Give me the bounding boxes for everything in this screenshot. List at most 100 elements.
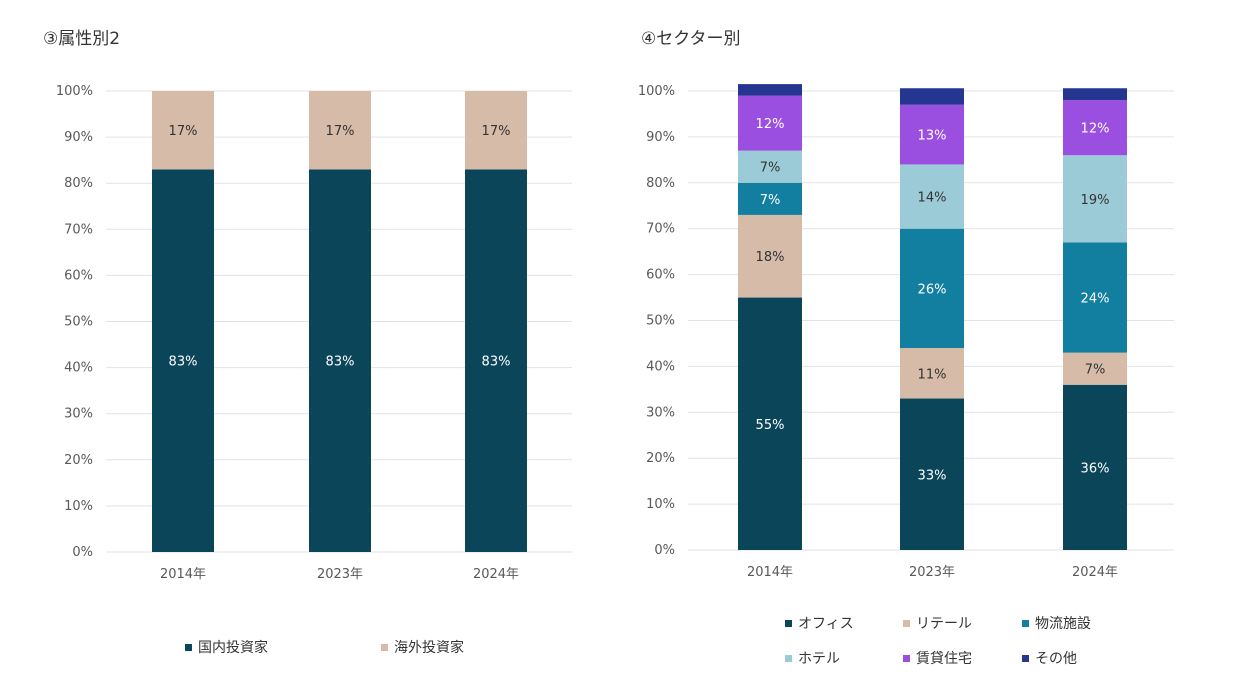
right-y-tick-label: 50%	[646, 314, 675, 329]
left-bar-segment	[309, 169, 371, 552]
right-data-label: 12%	[1081, 122, 1110, 137]
legend-label: 物流施設	[1035, 616, 1091, 632]
right-bar-segment	[1063, 88, 1127, 101]
right-data-label: 11%	[918, 367, 947, 382]
right-data-label: 14%	[918, 191, 947, 206]
left-chart-title: ③属性別2	[43, 29, 121, 49]
left-data-label: 83%	[169, 355, 198, 370]
left-y-tick-label: 30%	[64, 407, 93, 422]
right-bar-segment	[738, 84, 802, 96]
right-y-tick-label: 100%	[638, 84, 675, 99]
right-y-tick-label: 10%	[646, 497, 675, 512]
left-bar-segment	[152, 169, 214, 552]
right-y-tick-label: 40%	[646, 359, 675, 374]
legend-swatch-icon	[1022, 654, 1029, 662]
right-data-label: 7%	[760, 161, 781, 176]
right-bar-segment	[1063, 352, 1127, 385]
left-data-label: 83%	[326, 355, 355, 370]
right-legend-item: 賃貸住宅	[903, 648, 972, 668]
legend-swatch-icon	[785, 654, 792, 662]
right-bar-segment	[900, 88, 964, 105]
right-bar-segment	[900, 228, 964, 349]
right-data-label: 19%	[1081, 193, 1110, 208]
left-x-tick-label: 2023年	[317, 567, 363, 582]
left-data-label: 17%	[482, 124, 511, 139]
left-legend-item: 国内投資家	[185, 637, 268, 657]
left-y-tick-label: 40%	[64, 361, 93, 376]
legend-label: 賃貸住宅	[916, 651, 972, 667]
right-data-label: 13%	[918, 129, 947, 144]
right-bar-segment	[738, 214, 802, 298]
left-y-tick-label: 60%	[64, 268, 93, 283]
legend-label: 海外投資家	[394, 640, 464, 656]
right-legend-item: ホテル	[785, 648, 840, 668]
legend-swatch-icon	[185, 643, 192, 651]
right-bar-segment	[738, 297, 802, 550]
right-y-tick-label: 20%	[646, 451, 675, 466]
right-x-tick-label: 2014年	[747, 565, 793, 580]
left-data-label: 17%	[326, 124, 355, 139]
legend-swatch-icon	[1022, 619, 1029, 627]
left-x-tick-label: 2024年	[473, 567, 519, 582]
right-data-label: 55%	[756, 418, 785, 433]
right-bar-segment	[900, 104, 964, 165]
right-y-tick-label: 80%	[646, 176, 675, 191]
right-x-tick-label: 2023年	[909, 565, 955, 580]
right-bar-segment	[738, 95, 802, 151]
legend-swatch-icon	[903, 654, 910, 662]
right-data-label: 7%	[1085, 363, 1106, 378]
right-data-label: 33%	[918, 468, 947, 483]
left-y-tick-label: 100%	[56, 84, 93, 99]
legend-swatch-icon	[785, 619, 792, 627]
left-y-tick-label: 0%	[72, 545, 93, 560]
right-y-tick-label: 30%	[646, 405, 675, 420]
left-y-tick-label: 80%	[64, 176, 93, 191]
right-bar-segment	[900, 164, 964, 229]
right-legend-item: リテール	[903, 613, 972, 633]
left-legend-item: 海外投資家	[381, 637, 464, 657]
left-bar-segment	[465, 169, 527, 552]
right-bar-segment	[738, 182, 802, 215]
left-bar-segment	[465, 91, 527, 170]
right-bar-segment	[900, 398, 964, 550]
left-x-tick-label: 2014年	[160, 567, 206, 582]
right-y-tick-label: 90%	[646, 130, 675, 145]
right-legend-item: 物流施設	[1022, 613, 1091, 633]
legend-label: ホテル	[798, 651, 840, 667]
left-y-tick-label: 10%	[64, 499, 93, 514]
left-data-label: 17%	[169, 124, 198, 139]
left-bar-segment	[152, 91, 214, 170]
legend-label: オフィス	[798, 616, 854, 632]
right-data-label: 24%	[1081, 292, 1110, 307]
left-bar-segment	[309, 91, 371, 170]
right-y-tick-label: 0%	[654, 543, 675, 558]
right-bar-segment	[900, 348, 964, 399]
right-bar-segment	[1063, 100, 1127, 156]
legend-swatch-icon	[903, 619, 910, 627]
right-legend-item: オフィス	[785, 613, 854, 633]
right-bar-segment	[1063, 242, 1127, 353]
right-bar-segment	[1063, 384, 1127, 550]
legend-label: リテール	[916, 616, 972, 632]
right-x-tick-label: 2024年	[1072, 565, 1118, 580]
right-data-label: 36%	[1081, 461, 1110, 476]
right-data-label: 7%	[760, 193, 781, 208]
left-data-label: 83%	[482, 355, 511, 370]
legend-label: 国内投資家	[198, 640, 268, 656]
left-y-tick-label: 20%	[64, 453, 93, 468]
left-y-tick-label: 90%	[64, 130, 93, 145]
right-y-tick-label: 60%	[646, 268, 675, 283]
right-bar-segment	[1063, 155, 1127, 243]
right-data-label: 26%	[918, 282, 947, 297]
right-legend-item: その他	[1022, 648, 1077, 668]
right-y-tick-label: 70%	[646, 222, 675, 237]
left-y-tick-label: 70%	[64, 222, 93, 237]
left-y-tick-label: 50%	[64, 315, 93, 330]
legend-swatch-icon	[381, 643, 388, 651]
right-bar-segment	[738, 150, 802, 183]
right-data-label: 18%	[756, 250, 785, 265]
right-data-label: 12%	[756, 117, 785, 132]
legend-label: その他	[1035, 651, 1077, 667]
right-chart-title: ④セクター別	[641, 29, 741, 49]
